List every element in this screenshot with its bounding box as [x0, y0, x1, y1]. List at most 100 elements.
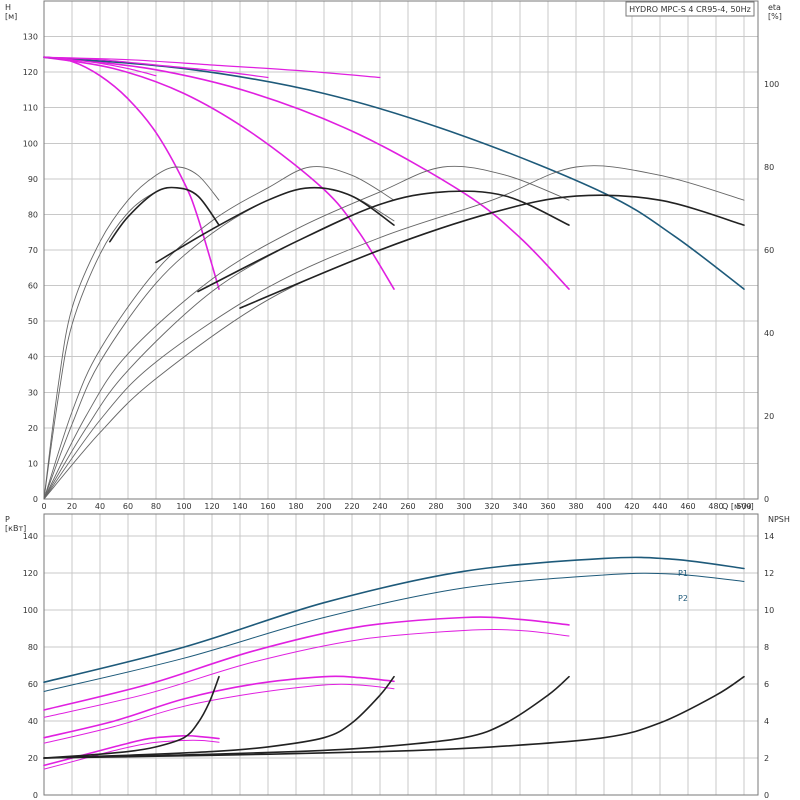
- bottom-y2-tick-label: 12: [764, 569, 774, 578]
- top-y-tick-label: 100: [23, 139, 38, 148]
- bottom-chart-ticks: 0 20 40 60 80 100 120 140 0 2 4 6 8 10 12 14: [23, 532, 774, 800]
- p2-power-curve-4-pump: [43, 572, 745, 692]
- npsh-curve-4-pump: [43, 675, 745, 759]
- top-y2-tick-label: 20: [764, 412, 774, 421]
- eta-curve-2-pump: [43, 187, 395, 500]
- power-curve-1-pump: [43, 739, 220, 770]
- top-y-tick-label: 120: [23, 68, 38, 77]
- bottom-y2-tick-label: 6: [764, 680, 769, 689]
- top-x-tick-label: 160: [260, 502, 275, 511]
- eta_dark-curve-4-pump: [239, 194, 745, 309]
- top-y-tick-label: 70: [28, 246, 38, 255]
- bottom-y-tick-label: 0: [33, 791, 38, 800]
- eta-axis-label: eta [%]: [768, 3, 782, 21]
- bottom-chart-frame: [43, 513, 759, 796]
- top-y2-tick-label: 80: [764, 163, 774, 172]
- bottom-y2-tick-label: 8: [764, 643, 769, 652]
- flow-axis-label-top: Q [м³/ч]: [722, 502, 754, 511]
- top-y-tick-label: 0: [33, 495, 38, 504]
- top-x-tick-label: 140: [232, 502, 247, 511]
- p2-series-label: P2: [678, 594, 688, 603]
- bottom-y2-tick-label: 0: [764, 791, 769, 800]
- top-chart-grid: [43, 0, 758, 500]
- top-y-tick-label: 130: [23, 33, 38, 42]
- eta_dark-curve-2-pump: [155, 186, 395, 264]
- bottom-y-tick-label: 80: [28, 643, 38, 652]
- top-x-tick-label: 0: [41, 502, 46, 511]
- bottom-y-tick-label: 40: [28, 717, 38, 726]
- top-x-tick-label: 460: [680, 502, 695, 511]
- chart-title: HYDRO MPC-S 4 CR95-4, 50Hz: [629, 5, 751, 14]
- top-x-tick-label: 300: [456, 502, 471, 511]
- top-y-tick-label: 20: [28, 424, 38, 433]
- bottom-y-tick-label: 120: [23, 569, 38, 578]
- top-x-tick-label: 340: [512, 502, 527, 511]
- top-chart-curves: [43, 56, 745, 500]
- top-y-tick-label: 60: [28, 282, 38, 291]
- top-x-tick-label: 320: [484, 502, 499, 511]
- bottom-y2-tick-label: 10: [764, 606, 774, 615]
- top-y-tick-label: 50: [28, 317, 38, 326]
- head-curve-4-pump: [43, 56, 745, 290]
- top-x-tick-label: 120: [204, 502, 219, 511]
- power-curve-3-pump: [43, 616, 570, 711]
- npsh-curve-1-pump: [43, 675, 220, 759]
- top-x-tick-label: 500: [736, 502, 751, 511]
- head-curve-3-pump: [43, 56, 570, 290]
- head-axis-label: H [м]: [5, 3, 17, 21]
- top-x-tick-label: 360: [540, 502, 555, 511]
- eta-curve-3-pump: [43, 165, 570, 500]
- top-y-tick-label: 30: [28, 388, 38, 397]
- top-x-tick-label: 200: [316, 502, 331, 511]
- top-x-tick-label: 280: [428, 502, 443, 511]
- bottom-y-tick-label: 20: [28, 754, 38, 763]
- top-x-tick-label: 400: [596, 502, 611, 511]
- top-chart-ticks: 0 20 40 60 80 100 120 140 160 180 200 220 240 260 280 3…: [23, 33, 780, 511]
- top-x-tick-label: 440: [652, 502, 667, 511]
- bottom-y-tick-label: 60: [28, 680, 38, 689]
- head-curve-1-pump: [43, 56, 220, 290]
- bottom-y2-tick-label: 4: [764, 717, 769, 726]
- top-x-tick-label: 180: [288, 502, 303, 511]
- top-chart-frame: [43, 0, 759, 500]
- bottom-y-tick-label: 140: [23, 532, 38, 541]
- p1-series-label: P1: [678, 569, 688, 578]
- npsh-curve-3-pump: [43, 675, 570, 759]
- chart-title-box: [625, 1, 755, 17]
- eta_dark-curve-3-pump: [197, 190, 570, 293]
- bottom-y2-tick-label: 14: [764, 532, 774, 541]
- top-x-tick-label: 80: [151, 502, 161, 511]
- top-x-tick-label: 240: [372, 502, 387, 511]
- top-y2-tick-label: 100: [764, 80, 779, 89]
- top-x-tick-label: 260: [400, 502, 415, 511]
- bottom-chart-grid: [43, 514, 758, 796]
- power-curve-3-pump: [43, 629, 570, 718]
- top-y-tick-label: 10: [28, 459, 38, 468]
- top-y-tick-label: 40: [28, 353, 38, 362]
- eta_dark-curve-1-pump: [109, 186, 220, 243]
- power-curve-2-pump: [43, 683, 395, 744]
- eta-curve-1-pump: [43, 166, 220, 500]
- top-x-tick-label: 40: [95, 502, 105, 511]
- head-curve-1-pump: [43, 56, 157, 77]
- bottom-y-tick-label: 100: [23, 606, 38, 615]
- top-x-tick-label: 60: [123, 502, 133, 511]
- top-y-tick-label: 110: [23, 104, 38, 113]
- bottom-chart-curves: [43, 556, 745, 770]
- top-y-tick-label: 90: [28, 175, 38, 184]
- top-y2-tick-label: 60: [764, 246, 774, 255]
- head-curve-3-pump: [43, 56, 381, 79]
- eta-curve-4-pump: [43, 165, 745, 500]
- bottom-y2-tick-label: 2: [764, 754, 769, 763]
- top-y-tick-label: 80: [28, 210, 38, 219]
- eta-curve-4-pump: [43, 194, 745, 500]
- eta-curve-1-pump: [43, 187, 220, 500]
- top-x-tick-label: 220: [344, 502, 359, 511]
- eta-curve-2-pump: [43, 166, 395, 500]
- power-curve-2-pump: [43, 675, 395, 739]
- top-y2-tick-label: 40: [764, 329, 774, 338]
- npsh-axis-label: NPSH: [768, 515, 790, 524]
- npsh-curve-2-pump: [43, 675, 395, 759]
- head-curve-2-pump: [43, 56, 395, 290]
